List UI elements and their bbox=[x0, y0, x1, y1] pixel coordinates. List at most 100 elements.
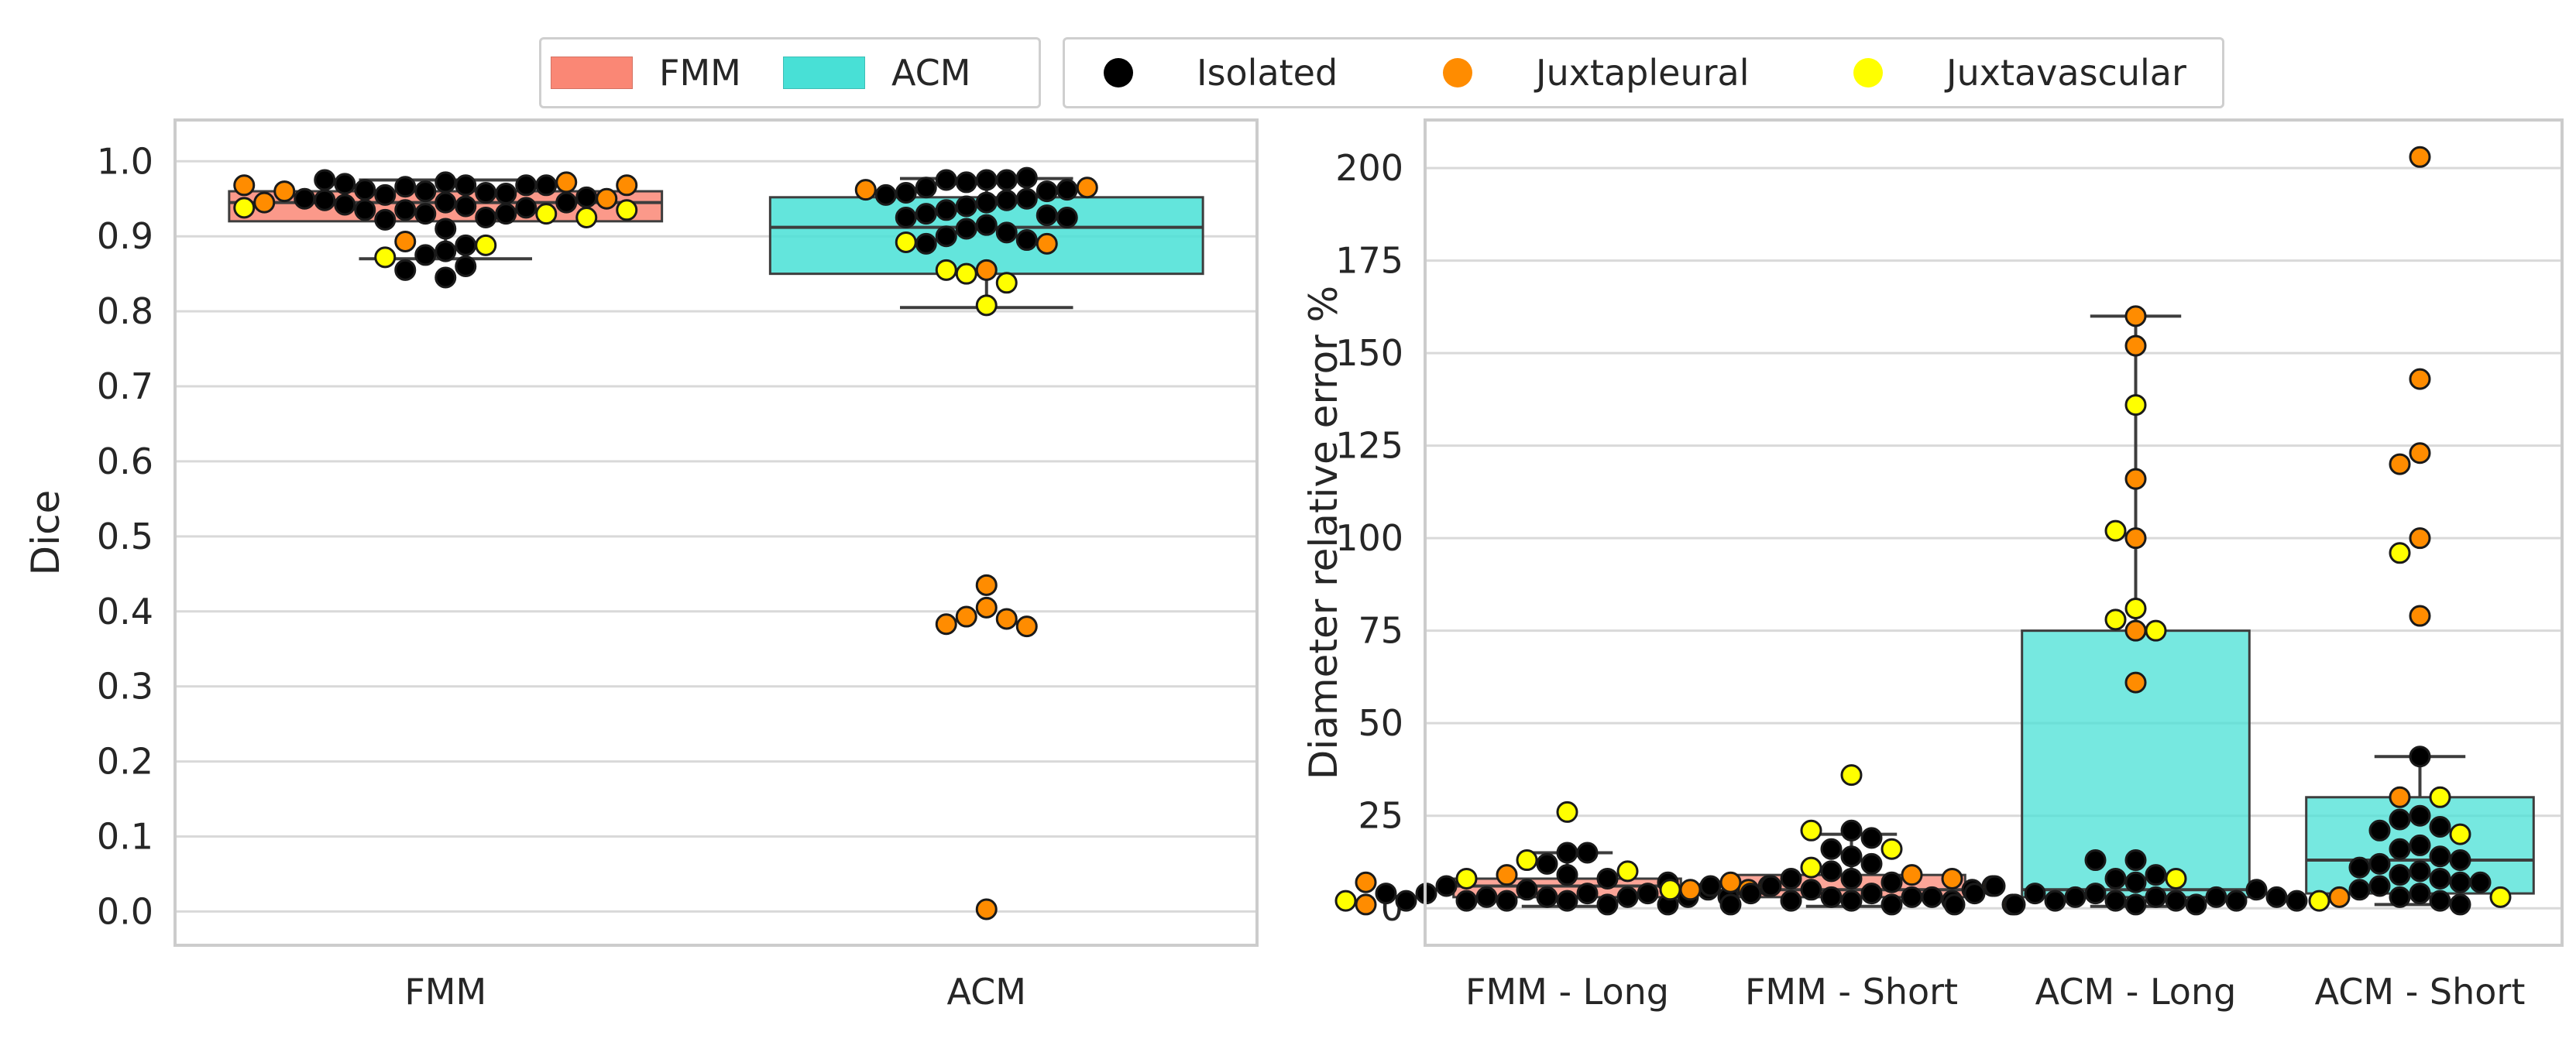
point-isolated bbox=[955, 171, 977, 194]
point-isolated bbox=[1840, 819, 1863, 842]
point-isolated bbox=[1536, 852, 1558, 875]
point-isolated bbox=[2389, 886, 2411, 908]
point-isolated bbox=[2429, 816, 2451, 838]
legend-item-juxtavascular: Juxtavascular bbox=[1853, 39, 2186, 106]
point-juxtapleural bbox=[1076, 177, 1098, 199]
plot-frame bbox=[173, 118, 1259, 947]
point-juxtapleural bbox=[2409, 146, 2431, 168]
point-juxtavascular bbox=[2165, 867, 2187, 890]
y-tick-label: 50 bbox=[1358, 702, 1403, 744]
point-isolated bbox=[2286, 890, 2308, 912]
point-isolated bbox=[2084, 849, 2107, 872]
point-isolated bbox=[1596, 893, 1619, 916]
point-isolated bbox=[2429, 845, 2451, 868]
point-isolated bbox=[2104, 890, 2127, 912]
point-isolated bbox=[2389, 808, 2411, 831]
point-juxtapleural bbox=[273, 180, 296, 203]
point-isolated bbox=[995, 169, 1018, 191]
point-juxtavascular bbox=[1556, 800, 1578, 823]
point-isolated bbox=[1536, 886, 1558, 908]
y-tick-label: 175 bbox=[1335, 240, 1403, 282]
point-isolated bbox=[374, 208, 397, 231]
point-juxtavascular bbox=[233, 197, 256, 219]
point-isolated bbox=[955, 195, 977, 218]
point-isolated bbox=[1576, 883, 1599, 905]
point-isolated bbox=[2145, 864, 2167, 886]
point-isolated bbox=[2409, 860, 2431, 883]
point-isolated bbox=[915, 203, 937, 225]
point-juxtapleural bbox=[616, 174, 638, 197]
legend-marker-juxtapleural bbox=[1443, 58, 1472, 87]
point-juxtavascular bbox=[935, 259, 957, 281]
point-isolated bbox=[2449, 849, 2471, 872]
point-isolated bbox=[1963, 883, 1986, 905]
point-isolated bbox=[1455, 890, 1478, 912]
point-isolated bbox=[1943, 893, 1966, 916]
y-tick-label: 0.7 bbox=[97, 365, 153, 407]
y-tick-label: 0.8 bbox=[97, 290, 153, 332]
nodule-type-legend: Isolated Juxtapleural Juxtavascular bbox=[1063, 37, 2224, 108]
point-isolated bbox=[575, 186, 598, 208]
point-juxtapleural bbox=[1355, 893, 1377, 916]
point-juxtapleural bbox=[2409, 527, 2431, 550]
point-juxtapleural bbox=[975, 574, 998, 596]
point-juxtavascular bbox=[1455, 867, 1478, 890]
legend-swatch-fmm bbox=[551, 57, 633, 89]
point-juxtapleural bbox=[2409, 605, 2431, 627]
point-isolated bbox=[495, 203, 517, 225]
point-isolated bbox=[2165, 890, 2187, 912]
point-juxtavascular bbox=[2104, 519, 2127, 542]
point-isolated bbox=[1760, 875, 1782, 897]
point-isolated bbox=[555, 191, 578, 214]
point-isolated bbox=[475, 182, 497, 204]
x-tick-label-fmm-long: FMM - Long bbox=[1465, 971, 1669, 1013]
point-isolated bbox=[1840, 890, 1863, 912]
point-juxtavascular bbox=[2124, 597, 2147, 619]
point-juxtavascular bbox=[975, 294, 998, 317]
point-isolated bbox=[1984, 875, 2006, 897]
point-juxtavascular bbox=[895, 231, 917, 253]
legend-item-acm: ACM bbox=[783, 39, 970, 106]
point-isolated bbox=[2368, 819, 2391, 842]
point-juxtavascular bbox=[1840, 764, 1863, 787]
point-isolated bbox=[1496, 890, 1518, 912]
point-isolated bbox=[2389, 864, 2411, 886]
point-juxtapleural bbox=[2328, 886, 2351, 908]
point-isolated bbox=[2064, 886, 2087, 908]
point-isolated bbox=[414, 180, 437, 203]
point-juxtapleural bbox=[1901, 864, 1923, 886]
point-juxtapleural bbox=[2124, 527, 2147, 550]
point-isolated bbox=[374, 183, 397, 206]
point-juxtapleural bbox=[2409, 368, 2431, 390]
point-juxtapleural bbox=[2124, 334, 2147, 357]
y-tick-label: 0.4 bbox=[97, 591, 153, 632]
point-juxtavascular bbox=[1659, 879, 1681, 901]
point-isolated bbox=[2409, 883, 2431, 905]
point-juxtavascular bbox=[995, 272, 1018, 294]
point-juxtavascular bbox=[955, 262, 977, 285]
point-isolated bbox=[2449, 893, 2471, 916]
y-tick-label: 0.6 bbox=[97, 441, 153, 482]
point-isolated bbox=[2265, 886, 2288, 908]
legend-marker-isolated bbox=[1104, 58, 1133, 87]
legend-item-juxtapleural: Juxtapleural bbox=[1443, 39, 1749, 106]
point-isolated bbox=[1901, 886, 1923, 908]
legend-item-fmm: FMM bbox=[551, 39, 741, 106]
point-juxtavascular bbox=[475, 234, 497, 256]
point-isolated bbox=[434, 191, 457, 214]
point-isolated bbox=[2124, 849, 2147, 872]
point-isolated bbox=[455, 174, 477, 197]
point-isolated bbox=[2449, 871, 2471, 893]
point-isolated bbox=[1740, 883, 1762, 905]
point-isolated bbox=[2409, 804, 2431, 827]
point-juxtavascular bbox=[2145, 619, 2167, 642]
point-juxtapleural bbox=[1355, 871, 1377, 893]
y-tick-label: 0.2 bbox=[97, 741, 153, 783]
point-isolated bbox=[515, 197, 538, 219]
y-tick-label: 150 bbox=[1335, 332, 1403, 374]
point-juxtavascular bbox=[535, 203, 558, 225]
point-juxtavascular bbox=[2308, 890, 2330, 912]
point-isolated bbox=[475, 206, 497, 228]
point-isolated bbox=[895, 182, 917, 204]
point-isolated bbox=[2389, 838, 2411, 860]
